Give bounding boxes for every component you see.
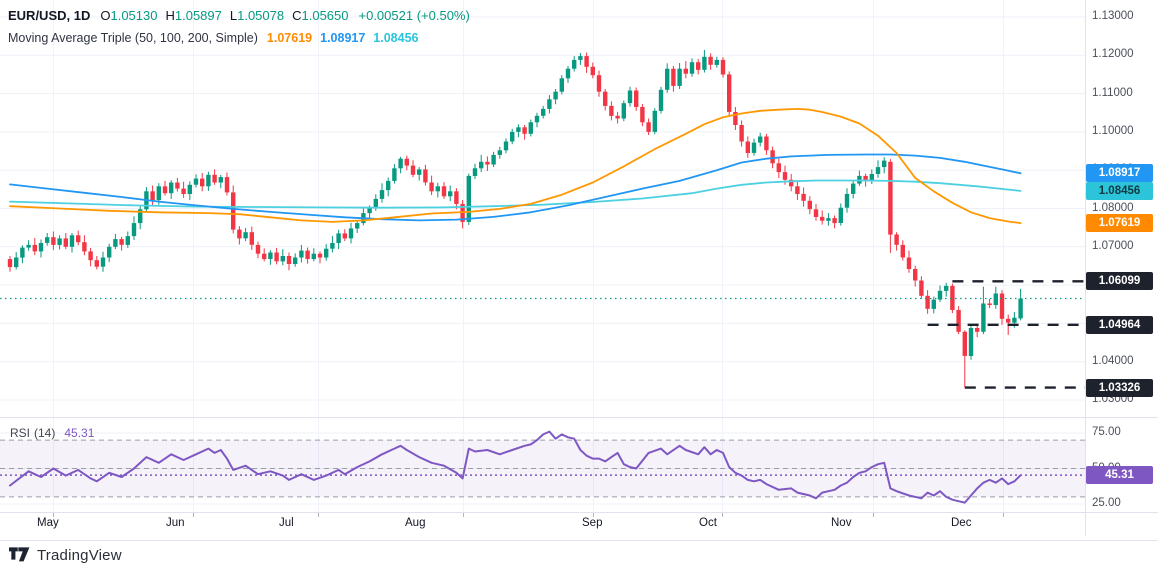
ohlc-low: L1.05078 xyxy=(229,7,285,23)
time-axis-month-label: May xyxy=(37,517,59,529)
time-axis-month-label: Sep xyxy=(582,517,603,529)
rsi-params: (14) xyxy=(34,426,56,440)
time-axis-month-label: Aug xyxy=(405,517,426,529)
time-axis-month-label: Jul xyxy=(279,517,294,529)
price-tick-label: 1.13000 xyxy=(1092,10,1134,22)
price-tick-label: 1.12000 xyxy=(1092,48,1134,61)
price-tick-label: 1.07000 xyxy=(1092,239,1134,252)
pane-separators xyxy=(0,0,1158,541)
sma100-value: 1.08917 xyxy=(320,31,366,45)
watermark-text: TradingView xyxy=(37,547,122,564)
rsi-band xyxy=(0,439,1085,498)
rsi-series-line xyxy=(9,430,1022,504)
symbol-title[interactable]: EUR/USD, 1D xyxy=(8,7,91,23)
indicator-row: Moving Average Triple (50, 100, 200, Sim… xyxy=(8,30,470,46)
price-tick-label: 1.10000 xyxy=(1092,124,1134,137)
sma100-line xyxy=(9,153,1022,222)
ohlc-close: C1.05650 xyxy=(292,7,349,23)
ohlc-high: H1.05897 xyxy=(165,7,222,23)
level-badge-lower: 1.03326 xyxy=(1086,378,1153,397)
level-badge-middle: 1.04964 xyxy=(1086,315,1153,334)
sma50-value-badge: 1.07619 xyxy=(1086,214,1153,233)
symbol-row: EUR/USD, 1D O1.05130 H1.05897 L1.05078 C… xyxy=(8,7,470,23)
rsi-title[interactable]: RSI xyxy=(10,426,31,440)
rsi-header: RSI (14) 45.31 xyxy=(10,426,94,440)
sma50-line xyxy=(9,108,1022,224)
time-axis-month-label: Oct xyxy=(699,517,717,529)
sma200-line xyxy=(9,179,1022,209)
sma100-value-badge: 1.08917 xyxy=(1086,164,1153,183)
rsi-tick-label: 25.00 xyxy=(1092,497,1121,509)
time-axis-month-label: Nov xyxy=(831,517,852,529)
price-tick-label: 1.11000 xyxy=(1092,86,1133,99)
price-tick-label: 1.04000 xyxy=(1092,354,1134,367)
rsi-tick-label: 75.00 xyxy=(1092,426,1121,438)
tradingview-watermark[interactable]: TradingView xyxy=(9,547,122,564)
price-tick-label: 1.08000 xyxy=(1092,201,1134,214)
sma200-value-badge: 1.08456 xyxy=(1086,182,1153,201)
candlestick-series xyxy=(7,49,1023,388)
rsi-value-badge: 45.31 xyxy=(1086,466,1153,485)
sma50-value: 1.07619 xyxy=(266,31,313,45)
tradingview-logo-icon xyxy=(9,547,30,562)
time-axis-month-label: Dec xyxy=(951,517,972,529)
sma200-value: 1.08456 xyxy=(373,31,419,45)
rsi-current-value: 45.31 xyxy=(64,426,95,440)
price-change: +0.00521 (+0.50%) xyxy=(358,7,470,23)
level-badge-upper: 1.06099 xyxy=(1086,272,1153,291)
time-axis-month-label: Jun xyxy=(166,517,185,529)
ohlc-open: O1.05130 xyxy=(100,7,158,23)
chart-header: EUR/USD, 1D O1.05130 H1.05897 L1.05078 C… xyxy=(8,7,470,46)
indicator-title[interactable]: Moving Average Triple (50, 100, 200, Sim… xyxy=(8,31,258,45)
